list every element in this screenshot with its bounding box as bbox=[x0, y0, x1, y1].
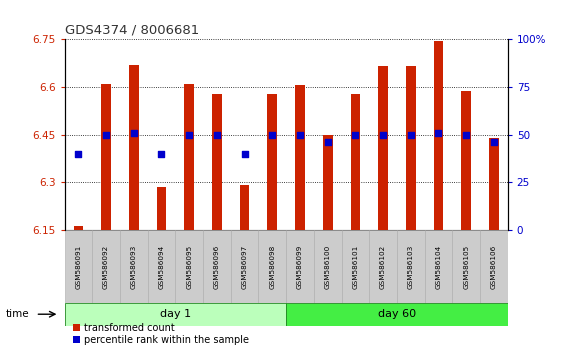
Bar bbox=[489, 138, 499, 230]
Bar bbox=[73, 226, 83, 230]
Bar bbox=[157, 187, 166, 230]
Point bbox=[379, 132, 388, 137]
Bar bbox=[295, 85, 305, 230]
Bar bbox=[148, 230, 176, 303]
Point bbox=[240, 151, 249, 156]
Point bbox=[351, 132, 360, 137]
Point bbox=[213, 132, 222, 137]
Text: GSM586091: GSM586091 bbox=[75, 244, 81, 289]
Text: day 1: day 1 bbox=[160, 309, 191, 319]
Text: GSM586093: GSM586093 bbox=[131, 244, 137, 289]
Point bbox=[323, 139, 332, 145]
Text: GSM586098: GSM586098 bbox=[269, 244, 275, 289]
Point bbox=[462, 132, 471, 137]
Text: GSM586102: GSM586102 bbox=[380, 244, 386, 289]
Text: time: time bbox=[6, 309, 29, 319]
Text: GSM586099: GSM586099 bbox=[297, 244, 303, 289]
Bar bbox=[286, 303, 508, 326]
Bar bbox=[101, 84, 111, 230]
Bar bbox=[65, 230, 92, 303]
Point bbox=[185, 132, 194, 137]
Bar bbox=[185, 84, 194, 230]
Point bbox=[296, 132, 305, 137]
Bar bbox=[129, 65, 139, 230]
Bar bbox=[212, 94, 222, 230]
Text: GSM586105: GSM586105 bbox=[463, 244, 469, 289]
Bar bbox=[323, 135, 333, 230]
Bar bbox=[406, 66, 416, 230]
Bar bbox=[434, 40, 443, 230]
Text: GSM586096: GSM586096 bbox=[214, 244, 220, 289]
Bar bbox=[259, 230, 286, 303]
Text: day 60: day 60 bbox=[378, 309, 416, 319]
Text: GSM586095: GSM586095 bbox=[186, 244, 192, 289]
Bar bbox=[286, 230, 314, 303]
Bar bbox=[378, 66, 388, 230]
Bar bbox=[452, 230, 480, 303]
Bar bbox=[175, 230, 203, 303]
Text: GSM586094: GSM586094 bbox=[158, 244, 164, 289]
Legend: transformed count, percentile rank within the sample: transformed count, percentile rank withi… bbox=[70, 319, 253, 349]
Bar bbox=[240, 184, 250, 230]
Bar bbox=[120, 230, 148, 303]
Point bbox=[157, 151, 166, 156]
Point bbox=[406, 132, 415, 137]
Point bbox=[74, 151, 83, 156]
Bar bbox=[268, 94, 277, 230]
Point bbox=[102, 132, 111, 137]
Text: GSM586097: GSM586097 bbox=[242, 244, 247, 289]
Bar bbox=[397, 230, 425, 303]
Text: GDS4374 / 8006681: GDS4374 / 8006681 bbox=[65, 23, 199, 36]
Bar bbox=[480, 230, 508, 303]
Bar bbox=[342, 230, 369, 303]
Bar bbox=[369, 230, 397, 303]
Text: GSM586092: GSM586092 bbox=[103, 244, 109, 289]
Bar bbox=[203, 230, 231, 303]
Point bbox=[129, 130, 138, 136]
Text: GSM586101: GSM586101 bbox=[352, 244, 358, 289]
Bar bbox=[92, 230, 120, 303]
Point bbox=[489, 139, 498, 145]
Bar bbox=[65, 303, 286, 326]
Text: GSM586103: GSM586103 bbox=[408, 244, 414, 289]
Bar bbox=[231, 230, 259, 303]
Bar bbox=[461, 91, 471, 230]
Bar bbox=[314, 230, 342, 303]
Point bbox=[268, 132, 277, 137]
Bar bbox=[351, 94, 360, 230]
Point bbox=[434, 130, 443, 136]
Text: GSM586106: GSM586106 bbox=[491, 244, 497, 289]
Text: GSM586100: GSM586100 bbox=[325, 244, 330, 289]
Text: GSM586104: GSM586104 bbox=[435, 244, 442, 289]
Bar bbox=[425, 230, 452, 303]
